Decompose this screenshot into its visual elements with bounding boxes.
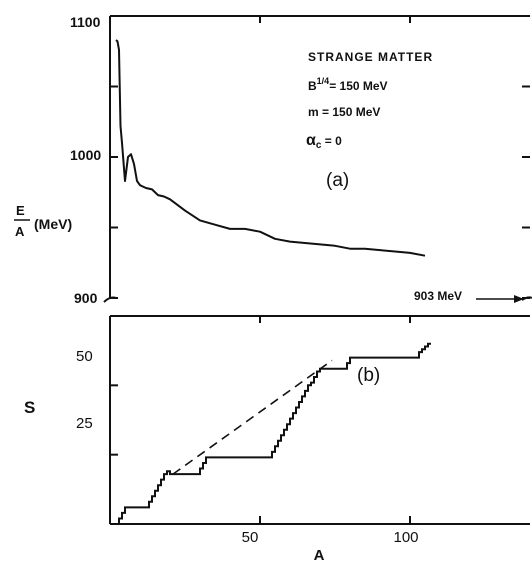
strangeness-dashed-line [172, 359, 333, 475]
annotation-b-value: = 150 MeV [329, 79, 387, 93]
annotation-title: STRANGE MATTER [308, 50, 433, 64]
y-tick-label-900: 900 [74, 290, 98, 306]
y-axis-label-denominator: A [15, 224, 25, 239]
annotation-alpha-symbol: α [306, 132, 316, 149]
y-axis-label-s: S [24, 398, 35, 417]
annotation-b-exponent: 1/4 [317, 76, 330, 86]
arrow-903-head [514, 295, 524, 303]
annotation-alpha-value: = 0 [321, 134, 342, 148]
annotation-alpha-subscript: c [316, 140, 322, 151]
y-tick-label-1100: 1100 [70, 14, 101, 30]
arrow-label-903: 903 MeV [414, 289, 462, 303]
energy-per-baryon-curve [115, 39, 426, 257]
y-tick-label-1000: 1000 [70, 147, 101, 163]
y-axis-label-numerator: E [16, 203, 25, 218]
curve-layer [115, 39, 431, 525]
x-tick-label-100: 100 [393, 529, 418, 546]
panel-a-label: (a) [326, 170, 349, 191]
annotation-mass: m = 150 MeV [308, 105, 380, 119]
annotation-bag-constant: B1/4= 150 MeV [308, 76, 388, 93]
text-layer: 1100 1000 900 E A (MeV) STRANGE MATTER B… [14, 14, 462, 564]
x-tick-label-50: 50 [242, 529, 259, 546]
y-axis-unit-label: (MeV) [34, 216, 72, 232]
annotation-coupling: αc = 0 [306, 132, 342, 151]
annotation-b-symbol: B [308, 79, 317, 93]
x-axis-label-a: A [314, 547, 325, 564]
frame-layer [103, 15, 532, 525]
panel-b-label: (b) [357, 365, 380, 386]
strangeness-step-curve [116, 342, 431, 525]
y-tick-label-25: 25 [76, 415, 93, 432]
y-tick-label-50: 50 [76, 348, 93, 365]
